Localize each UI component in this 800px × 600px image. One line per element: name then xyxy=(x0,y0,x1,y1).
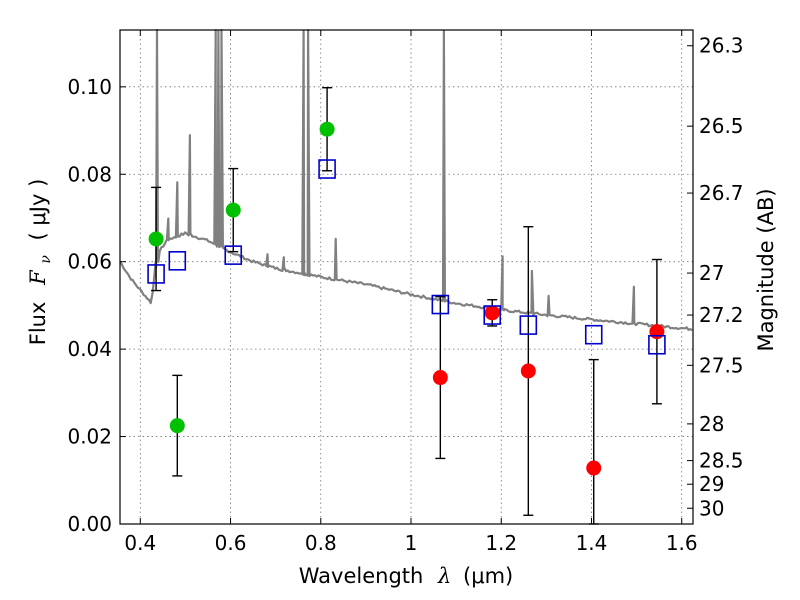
y2-tick-label: 30 xyxy=(699,496,724,520)
y-axis-title-text: Flux xyxy=(26,302,50,346)
y-axis-title-symbol: F xyxy=(26,269,50,286)
y-tick-label: 0.02 xyxy=(67,425,112,449)
y2-tick-label: 26.5 xyxy=(699,114,744,138)
model-square-marker xyxy=(318,159,336,179)
y2-tick-label: 26.3 xyxy=(699,34,744,58)
plot-frame xyxy=(119,29,694,525)
data-point-marker xyxy=(169,418,185,434)
data-point-marker xyxy=(649,324,665,340)
model-square-marker xyxy=(168,251,187,271)
y-tick-label: 0.10 xyxy=(67,75,112,99)
y2-tick-label: 27.5 xyxy=(699,353,744,377)
y2-tick-label: 28.5 xyxy=(699,449,744,473)
y-ticks: 0.00 0.02 0.04 0.06 0.08 0.10 xyxy=(67,75,126,536)
x-tick-label: 1.2 xyxy=(485,531,517,555)
x-ticks: 0.4 0.6 0.8 1 1.2 1.4 1.6 xyxy=(124,30,698,555)
x-tick-label: 0.8 xyxy=(305,531,337,555)
data-markers xyxy=(147,121,666,476)
y-tick-label: 0.06 xyxy=(67,250,112,274)
model-square-marker xyxy=(648,334,666,355)
y2-tick-label: 26.7 xyxy=(699,181,744,205)
y-tick-label: 0.08 xyxy=(67,162,112,186)
data-point-marker xyxy=(225,202,241,218)
model-square-marker xyxy=(147,264,165,284)
data-point-marker xyxy=(432,370,448,386)
y-tick-label: 0.00 xyxy=(67,512,112,536)
data-point-marker xyxy=(520,363,536,379)
x-axis-title-symbol: λ xyxy=(437,564,451,588)
data-point-marker xyxy=(484,305,500,321)
x-tick-label: 0.6 xyxy=(215,531,247,555)
model-square-marker xyxy=(519,315,538,335)
x-axis-title: Wavelength λ (μm) xyxy=(299,564,513,588)
model-spectrum-line xyxy=(119,28,693,332)
model-square-marker xyxy=(584,324,603,345)
model-square-marker xyxy=(483,305,502,325)
x-axis-title-unit: (μm) xyxy=(463,564,513,588)
y-axis-title-unit: ( μJy ) xyxy=(26,179,50,241)
data-point-marker xyxy=(319,121,335,137)
model-spectrum xyxy=(119,28,693,332)
data-point-marker xyxy=(586,460,602,476)
x-axis-title-text: Wavelength xyxy=(299,564,424,588)
grid-lines xyxy=(120,30,693,525)
y-tick-label: 0.04 xyxy=(67,337,112,361)
x-tick-label: 0.4 xyxy=(124,531,156,555)
x-tick-label: 1 xyxy=(405,531,418,555)
y2-tick-label: 27 xyxy=(699,261,724,285)
y2-tick-label: 27.2 xyxy=(699,303,744,327)
x-tick-label: 1.4 xyxy=(576,531,608,555)
y-axis-title: Flux F ν ( μJy ) xyxy=(26,179,55,346)
y-axis-title-subscript: ν xyxy=(38,255,54,264)
x-tick-label: 1.6 xyxy=(666,531,698,555)
error-bars xyxy=(151,87,662,525)
y2-tick-label: 29 xyxy=(699,472,724,496)
model-square-marker xyxy=(431,294,450,315)
y2-axis-title: Magnitude (AB) xyxy=(754,188,778,351)
y2-tick-label: 28 xyxy=(699,412,724,436)
model-square-marker xyxy=(224,245,243,265)
data-point-marker xyxy=(148,231,164,247)
